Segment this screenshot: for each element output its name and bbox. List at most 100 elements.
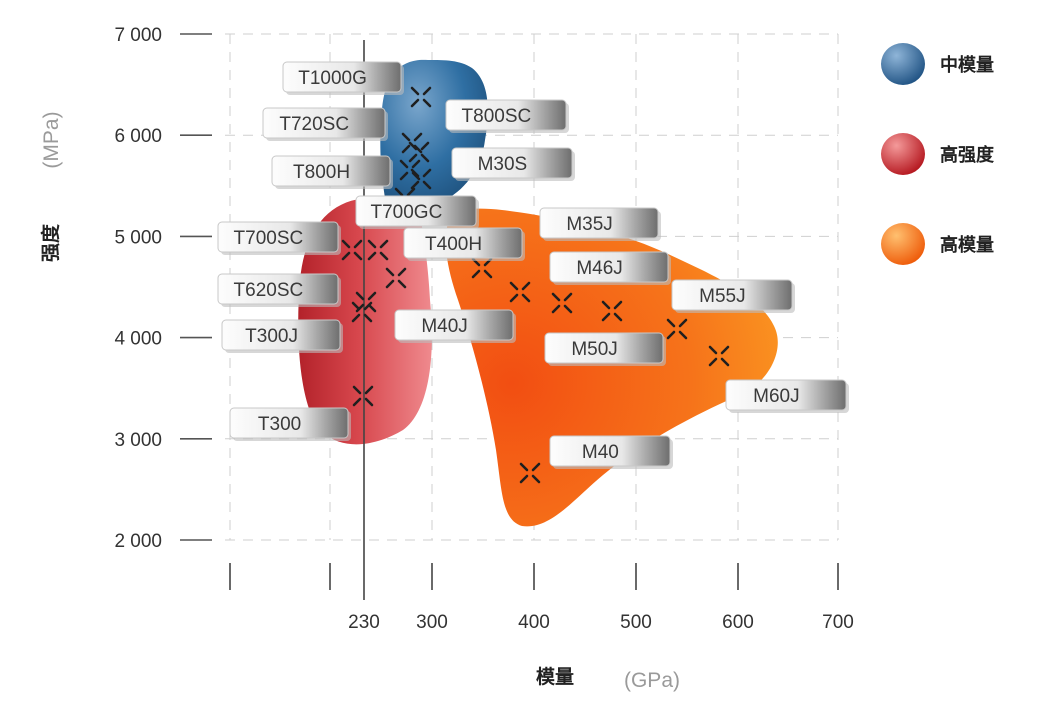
marker-arm	[410, 180, 420, 190]
y-axis-unit: (MPa)	[40, 111, 63, 168]
point-label: M55J	[671, 279, 795, 313]
label-text: T300	[258, 414, 301, 435]
point-label: T800H	[271, 155, 393, 189]
data-point-marker	[408, 141, 430, 163]
y-tick-label: 5 000	[114, 227, 162, 248]
marker-arm	[363, 313, 373, 323]
marker-arm	[413, 132, 423, 142]
point-label: M30S	[451, 147, 575, 181]
marker-arm	[420, 153, 430, 163]
marker-arm	[351, 313, 361, 323]
label-text: M46J	[576, 258, 622, 279]
label-box	[451, 147, 573, 179]
label-box	[271, 155, 391, 187]
marker-arm	[422, 168, 432, 178]
label-box	[217, 273, 339, 305]
marker-arm	[355, 303, 365, 313]
data-point-marker	[519, 462, 541, 484]
marker-arm	[509, 293, 519, 303]
data-point-marker	[341, 239, 363, 261]
marker-arm	[341, 251, 351, 261]
marker-arm	[422, 98, 432, 108]
point-label: M46J	[549, 251, 671, 285]
point-label: T620SC	[217, 273, 341, 307]
data-point-marker	[367, 239, 389, 261]
marker-arm	[413, 144, 423, 154]
marker-arm	[471, 269, 481, 279]
marker-arm	[410, 86, 420, 96]
marker-arm	[364, 397, 374, 407]
legend-entry: 中模量	[881, 43, 994, 85]
y-tick-label: 2 000	[114, 531, 162, 552]
marker-arm	[408, 153, 418, 163]
label-box	[549, 435, 671, 467]
legend-label: 高强度	[940, 144, 995, 166]
axes: 2 000 3 000 4 000 5 000 6 000 7 000 230 300 400 5…	[114, 25, 853, 633]
marker-arm	[401, 132, 411, 142]
marker-arm	[367, 291, 377, 301]
marker-arm	[708, 357, 718, 367]
point-label: T720SC	[262, 107, 388, 141]
y-tick-label: 7 000	[114, 25, 162, 46]
label-text: M40	[582, 442, 619, 463]
marker-arm	[708, 345, 718, 355]
label-box	[549, 251, 669, 283]
label-text: M55J	[699, 286, 745, 307]
label-box	[445, 99, 567, 131]
x-tick-label: 500	[620, 612, 652, 633]
legend-label: 中模量	[940, 54, 994, 76]
label-text: T1000G	[298, 68, 367, 89]
label-box	[229, 407, 349, 439]
point-label: T1000G	[282, 61, 404, 95]
legend-label: 高模量	[940, 234, 994, 256]
marker-arm	[364, 385, 374, 395]
data-point-marker	[601, 300, 623, 322]
point-label: M40J	[394, 309, 516, 343]
point-label: T300	[229, 407, 351, 441]
label-box	[394, 309, 514, 341]
marker-arm	[666, 330, 676, 340]
y-tick-label: 3 000	[114, 430, 162, 451]
marker-arm	[521, 281, 531, 291]
label-text: M40J	[421, 316, 467, 337]
marker-arm	[531, 462, 541, 472]
marker-arm	[385, 279, 395, 289]
data-point-marker	[399, 159, 421, 181]
data-point-marker	[351, 301, 373, 323]
data-point-marker	[352, 385, 374, 407]
label-text: M50J	[571, 339, 617, 360]
point-label: T800SC	[445, 99, 569, 133]
point-label: M35J	[539, 207, 661, 241]
label-box	[355, 195, 477, 227]
label-text: T400H	[425, 234, 482, 255]
marker-arm	[601, 300, 611, 310]
marker-arm	[394, 187, 404, 197]
point-label: M40	[549, 435, 673, 469]
data-point-marker	[385, 267, 407, 289]
data-point-marker	[551, 292, 573, 314]
point-label: T300J	[221, 319, 343, 353]
label-text: T300J	[245, 326, 298, 347]
label-box	[282, 61, 402, 93]
point-label: T700GC	[355, 195, 479, 229]
legend-entry: 高模量	[881, 223, 994, 265]
y-tick-label: 4 000	[114, 329, 162, 350]
marker-arm	[531, 474, 541, 484]
label-box	[217, 221, 339, 253]
label-text: T720SC	[279, 114, 349, 135]
marker-arm	[720, 345, 730, 355]
marker-arm	[420, 141, 430, 151]
legend-entry: 高强度	[881, 133, 995, 175]
label-box	[221, 319, 341, 351]
label-box	[725, 379, 847, 411]
marker-arm	[379, 251, 389, 261]
marker-arm	[353, 239, 363, 249]
marker-arm	[410, 168, 420, 178]
label-box	[262, 107, 386, 139]
point-label: M50J	[544, 332, 666, 366]
marker-arm	[483, 269, 493, 279]
label-text: T620SC	[234, 280, 304, 301]
marker-arm	[563, 292, 573, 302]
region-high-strength	[298, 197, 432, 445]
